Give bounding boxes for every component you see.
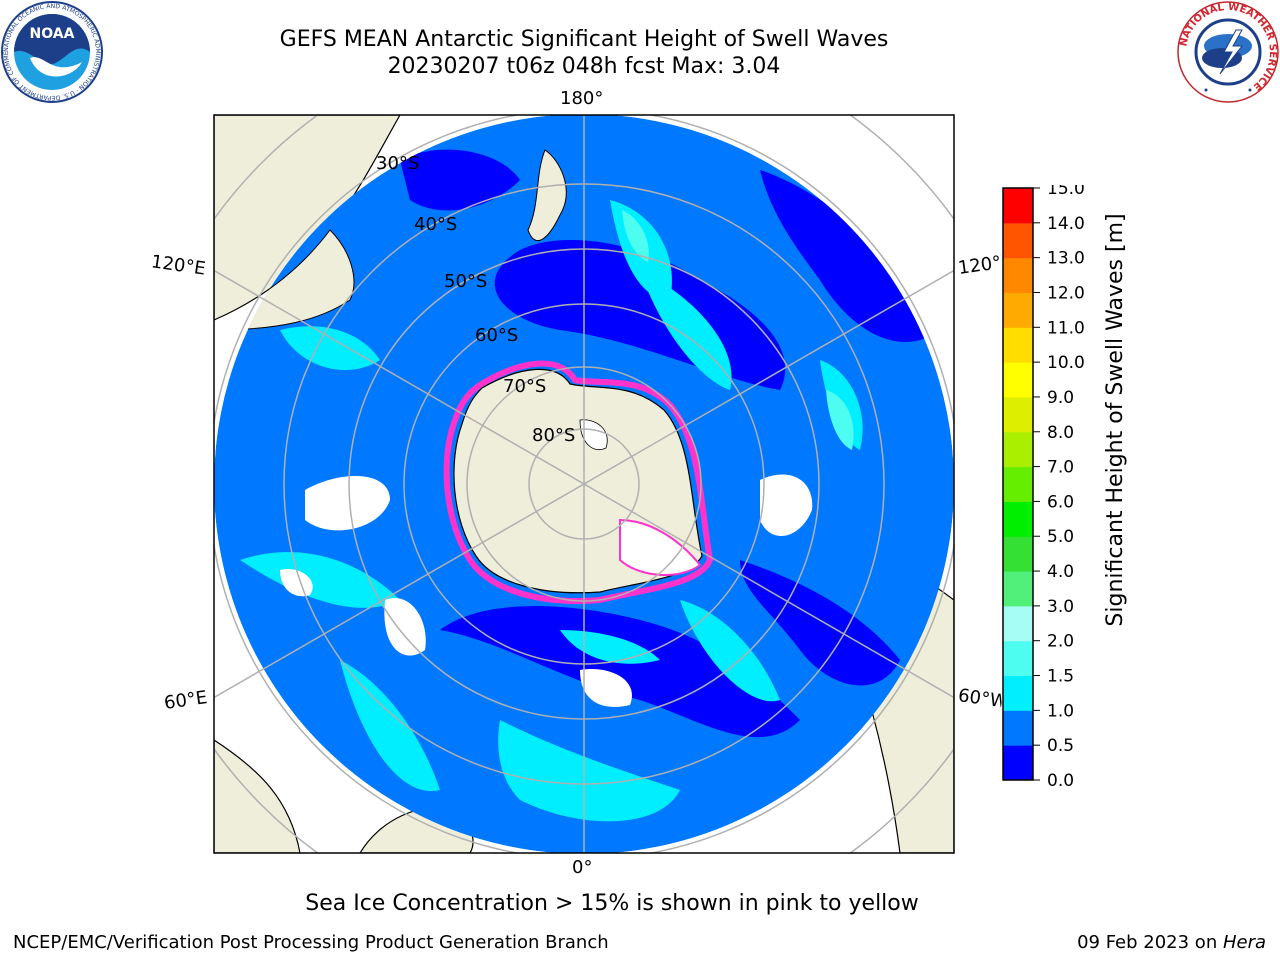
colorbar-tick-label: 13.0 (1047, 249, 1085, 269)
missing-data-patch (384, 598, 426, 656)
colorbar-tick-label: 7.0 (1047, 458, 1074, 478)
colorbar-tick-label: 3.0 (1047, 597, 1074, 617)
colorbar-tick-label: 4.0 (1047, 562, 1074, 582)
ocean-swell-high (680, 600, 780, 702)
colorbar-tick-label: 0.5 (1047, 736, 1074, 756)
colorbar-tick-label: 14.0 (1047, 214, 1085, 234)
lat-label-60s: 60°S (475, 325, 518, 346)
chart-title: GEFS MEAN Antarctic Significant Height o… (279, 27, 889, 52)
sea-ice-note: Sea Ice Concentration > 15% is shown in … (305, 891, 919, 916)
colorbar-swatch (1003, 188, 1033, 224)
longitude-grid (214, 115, 954, 853)
ocean-swell-high (560, 630, 660, 664)
sea-ice-rim (443, 360, 714, 604)
missing-data-patch (580, 669, 632, 707)
colorbar-frame (1002, 187, 1034, 781)
ocean-swell-low (740, 560, 900, 686)
lat-label-40s: 40°S (414, 214, 457, 235)
lon-label-180: 180° (560, 88, 604, 109)
ocean-swell-high (498, 720, 680, 822)
colorbar-swatch (1003, 362, 1033, 398)
colorbar-tick-label: 5.0 (1047, 527, 1074, 547)
colorbar-swatches (1002, 187, 1034, 781)
lat-label-30s: 30°S (376, 153, 419, 174)
colorbar-swatch (1003, 745, 1033, 781)
nws-logo-icon: NATIONAL WEATHER SERVICE (1177, 1, 1279, 103)
ocean-swell-high (240, 552, 400, 608)
date-host: Hera (1222, 932, 1266, 953)
svg-text:Significant Height of Swell Wa: Significant Height of Swell Waves [m] (1103, 213, 1128, 626)
ocean-swell-high (280, 326, 380, 370)
colorbar-ticks: 0.0 0.5 1.0 1.5 2.0 3.0 4.0 5.0 6.0 7.0 8.0 9.0 10.0… (1033, 185, 1085, 790)
colorbar-tick-label: 0.0 (1047, 771, 1074, 790)
colorbar-swatch (1003, 292, 1033, 328)
lon-label-0: 0° (572, 857, 593, 878)
colorbar-swatch (1003, 710, 1033, 746)
ocean-swell-peak (826, 390, 854, 450)
colorbar-swatch (1003, 605, 1033, 642)
colorbar-swatch (1003, 327, 1033, 363)
chart-subtitle: 20230207 t06z 048h fcst Max: 3.04 (387, 54, 781, 79)
colorbar-tick-label: 1.5 (1047, 667, 1074, 687)
missing-data-patch (280, 569, 313, 597)
colorbar-swatch (1003, 466, 1033, 502)
colorbar-swatch (1003, 222, 1033, 259)
colorbar-tick-label: 2.0 (1047, 632, 1074, 652)
credit-text: NCEP/EMC/Verification Post Processing Pr… (13, 932, 609, 953)
noaa-logo-icon: NATIONAL OCEANIC AND ATMOSPHERIC ADMINIS… (0, 0, 103, 103)
colorbar-swatch (1003, 257, 1033, 293)
lat-label-80s: 80°S (532, 425, 575, 446)
missing-data-patch (760, 474, 813, 537)
colorbar-label-wrap: Significant Height of Swell Waves [m] (1103, 213, 1128, 626)
ocean-swell-high (640, 270, 732, 390)
ocean-swell-low (440, 606, 800, 738)
missing-data-patch (305, 476, 390, 531)
colorbar-swatch (1003, 536, 1033, 572)
map-frame (213, 114, 955, 854)
noaa-logo-text: NOAA (30, 26, 75, 42)
colorbar-tick-label: 8.0 (1047, 423, 1074, 443)
colorbar-tick-label: 1.0 (1047, 701, 1074, 721)
colorbar-swatch (1003, 431, 1033, 468)
colorbar-tick-label: 9.0 (1047, 388, 1074, 408)
ocean-swell-peak (622, 210, 649, 262)
ocean-swell-low (400, 149, 520, 211)
colorbar-tick-label: 10.0 (1047, 353, 1085, 373)
colorbar-swatch (1003, 501, 1033, 537)
colorbar-swatch (1003, 675, 1033, 711)
colorbar-tick-label: 15.0 (1047, 185, 1085, 199)
colorbar-tick-label: 6.0 (1047, 492, 1074, 512)
ocean-swell-high (340, 660, 440, 792)
colorbar: 0.0 0.5 1.0 1.5 2.0 3.0 4.0 5.0 6.0 7.0 8.0 9.0 10.0… (1002, 185, 1085, 790)
date-text: 09 Feb 2023 on Hera (1077, 932, 1266, 953)
colorbar-label: Significant Height of Swell Waves [m] (1103, 213, 1128, 626)
colorbar-tick-label: 12.0 (1047, 283, 1085, 303)
lat-label-50s: 50°S (444, 271, 487, 292)
colorbar-swatch (1003, 396, 1033, 433)
colorbar-swatch (1003, 571, 1033, 607)
ocean-swell-low (760, 170, 940, 342)
date-prefix: 09 Feb 2023 on (1077, 932, 1223, 953)
colorbar-swatch (1003, 640, 1033, 677)
colorbar-tick-label: 11.0 (1047, 318, 1085, 338)
weddell-sea-ice (619, 518, 702, 576)
lat-label-70s: 70°S (503, 376, 546, 397)
